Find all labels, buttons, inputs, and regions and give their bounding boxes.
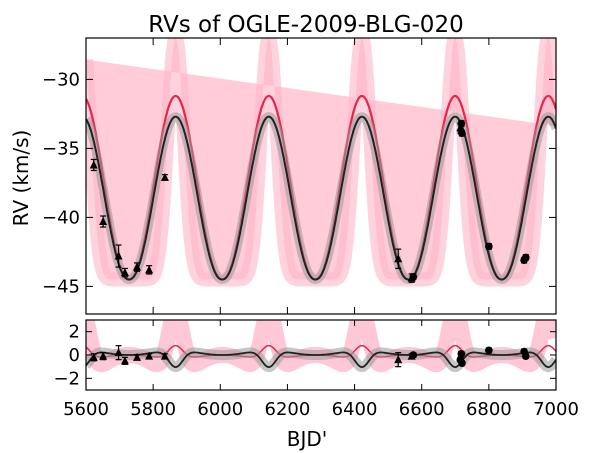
- rv-point-triangle: [133, 352, 142, 361]
- rv-points: [89, 119, 530, 283]
- rv-panel: −30 −35 −40 −45: [42, 37, 557, 315]
- rv-point-triangle: [160, 351, 169, 360]
- model-bands-top: [86, 38, 556, 287]
- black-model-curve: [86, 115, 556, 281]
- x-axis-label: BJD': [287, 427, 328, 451]
- rv-point-triangle: [120, 268, 129, 277]
- rv-point-triangle: [114, 348, 123, 357]
- rv-y-ticks: −30 −35 −40 −45: [42, 69, 556, 297]
- x-tick-label: 6200: [265, 399, 311, 420]
- x-tick-label: 5600: [63, 399, 109, 420]
- x-tick-label: 7000: [533, 399, 579, 420]
- residual-y-ticks: 20−2: [53, 322, 556, 389]
- y-tick-label: −2: [53, 368, 80, 389]
- chart-title: RVs of OGLE-2009-BLG-020: [148, 12, 463, 38]
- residual-points: [89, 345, 530, 368]
- rv-point-circle: [409, 272, 418, 281]
- rv-point-triangle: [394, 355, 403, 364]
- x-tick-label: 6000: [197, 399, 243, 420]
- rv-point-triangle: [145, 265, 154, 274]
- rv-point-triangle: [89, 160, 98, 169]
- rv-point-triangle: [145, 351, 154, 360]
- rv-point-circle: [457, 119, 466, 128]
- x-tick-label: 5800: [130, 399, 176, 420]
- rv-point-triangle: [133, 262, 142, 271]
- rv-point-circle: [458, 359, 466, 367]
- rv-panel-frame: [85, 37, 557, 315]
- rv-point-circle: [485, 242, 493, 251]
- rv-point-circle: [521, 253, 530, 262]
- x-tick-label: 6800: [466, 399, 512, 420]
- y-tick-label: −35: [42, 138, 80, 159]
- rv-point-triangle: [89, 352, 98, 361]
- y-tick-label: 2: [69, 322, 80, 343]
- rv-point-triangle: [99, 217, 108, 226]
- rv-point-circle: [521, 352, 530, 360]
- rv-point-circle: [457, 350, 466, 358]
- rv-point-triangle: [160, 172, 169, 181]
- rv-point-circle: [458, 129, 466, 138]
- x-tick-label: 6600: [399, 399, 445, 420]
- rv-point-triangle: [114, 251, 123, 260]
- rv-point-circle: [485, 346, 493, 355]
- y-tick-label: −45: [42, 276, 80, 297]
- y-tick-label: 0: [69, 345, 80, 366]
- x-axis-ticks: 5600 5800 6000 6200 6400 6600 6800 7000: [63, 38, 579, 420]
- y-tick-label: −30: [42, 69, 80, 90]
- y-tick-label: −40: [42, 207, 80, 228]
- x-tick-label: 6400: [332, 399, 378, 420]
- rv-point-circle: [409, 351, 418, 359]
- residual-panel: 20−2: [53, 319, 557, 391]
- rv-point-triangle: [120, 356, 129, 365]
- y-axis-label: RV (km/s): [9, 130, 33, 227]
- rv-point-triangle: [99, 351, 108, 360]
- rv-point-triangle: [394, 254, 403, 263]
